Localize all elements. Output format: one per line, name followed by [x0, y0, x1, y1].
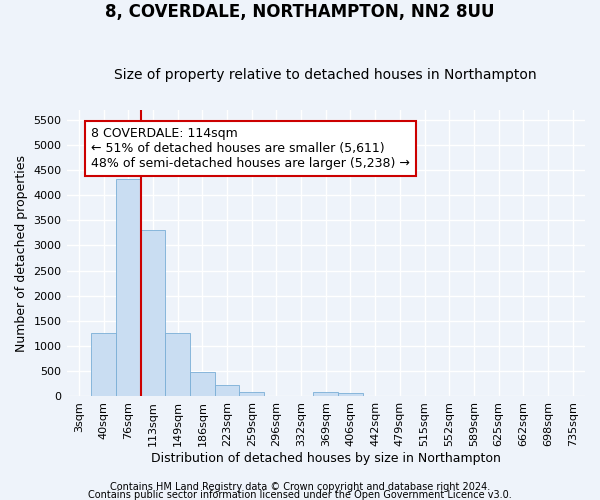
Text: 8, COVERDALE, NORTHAMPTON, NN2 8UU: 8, COVERDALE, NORTHAMPTON, NN2 8UU — [105, 2, 495, 21]
Bar — [239, 392, 264, 396]
Text: 8 COVERDALE: 114sqm
← 51% of detached houses are smaller (5,611)
48% of semi-det: 8 COVERDALE: 114sqm ← 51% of detached ho… — [91, 127, 410, 170]
Bar — [140, 230, 165, 396]
Bar — [91, 332, 116, 396]
Title: Size of property relative to detached houses in Northampton: Size of property relative to detached ho… — [115, 68, 537, 82]
Bar — [190, 372, 215, 396]
X-axis label: Distribution of detached houses by size in Northampton: Distribution of detached houses by size … — [151, 452, 501, 465]
Bar — [338, 394, 363, 396]
Bar — [116, 178, 140, 396]
Text: Contains public sector information licensed under the Open Government Licence v3: Contains public sector information licen… — [88, 490, 512, 500]
Bar — [165, 332, 190, 396]
Y-axis label: Number of detached properties: Number of detached properties — [15, 154, 28, 352]
Bar — [313, 392, 338, 396]
Text: Contains HM Land Registry data © Crown copyright and database right 2024.: Contains HM Land Registry data © Crown c… — [110, 482, 490, 492]
Bar — [215, 385, 239, 396]
